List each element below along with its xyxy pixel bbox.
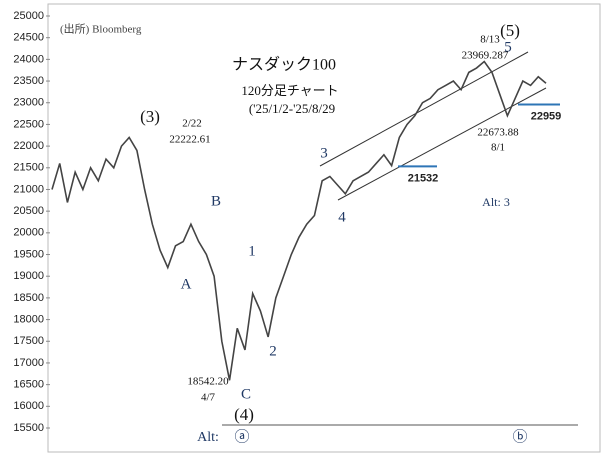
annotation: (3) <box>140 107 160 126</box>
annotation: C <box>241 386 251 402</box>
annotation: 22222.61 <box>169 134 210 146</box>
annotation: 2/22 <box>182 118 202 130</box>
annotation: 5 <box>504 39 512 55</box>
y-tick-label: 16500 <box>13 379 44 391</box>
annotation: B <box>211 193 221 209</box>
annotation: 4/7 <box>201 392 216 404</box>
y-tick-label: 18000 <box>13 313 44 325</box>
y-tick-label: 23500 <box>13 75 44 87</box>
y-tick-label: 23000 <box>13 97 44 109</box>
plot-frame <box>47 3 601 453</box>
y-tick-label: 17500 <box>13 335 44 347</box>
annotation: Alt: 3 <box>482 195 510 209</box>
annotation: 2 <box>269 343 277 359</box>
annotation: 120分足チャート <box>241 83 338 98</box>
annotation: ⓐ <box>234 428 249 445</box>
annotation: 23969.287 <box>462 50 509 62</box>
annotation: 4 <box>338 209 346 225</box>
annotation: (出所) Bloomberg <box>60 22 142 36</box>
annotation: 18542.20 <box>187 376 229 388</box>
y-tick-label: 16000 <box>13 400 44 412</box>
level-label: 21532 <box>408 172 439 184</box>
price-line <box>51 60 547 381</box>
y-tick-label: 24500 <box>13 32 44 44</box>
y-tick-label: 19000 <box>13 270 44 282</box>
y-tick-label: 20500 <box>13 205 44 217</box>
y-tick-label: 22000 <box>13 140 44 152</box>
y-tick-label: 17000 <box>13 357 44 369</box>
level-label: 22959 <box>531 110 562 122</box>
y-tick-label: 19500 <box>13 248 44 260</box>
annotation: 1 <box>248 243 256 259</box>
annotation: 22673.88 <box>477 127 519 139</box>
annotation: 8/1 <box>491 142 505 154</box>
annotation: Alt: <box>197 430 219 445</box>
annotation: A <box>181 276 192 292</box>
y-tick-label: 21000 <box>13 183 44 195</box>
y-tick-label: 20000 <box>13 227 44 239</box>
y-tick-label: 15500 <box>13 422 44 434</box>
y-tick-label: 24000 <box>13 53 44 65</box>
y-tick-label: 22500 <box>13 118 44 130</box>
y-tick-label: 25000 <box>13 10 44 22</box>
y-tick-label: 18500 <box>13 292 44 304</box>
channel-upper <box>319 51 529 167</box>
annotation: 8/13 <box>480 34 500 46</box>
channel-lower <box>337 87 547 201</box>
annotation: 3 <box>320 145 328 161</box>
annotation: ('25/1/2-'25/8/29 <box>249 101 335 116</box>
annotation: ⓑ <box>512 428 527 445</box>
annotation: (5) <box>500 21 520 40</box>
annotation: (4) <box>234 405 254 424</box>
annotation: ナスダック100 <box>232 56 336 74</box>
y-tick-label: 21500 <box>13 162 44 174</box>
